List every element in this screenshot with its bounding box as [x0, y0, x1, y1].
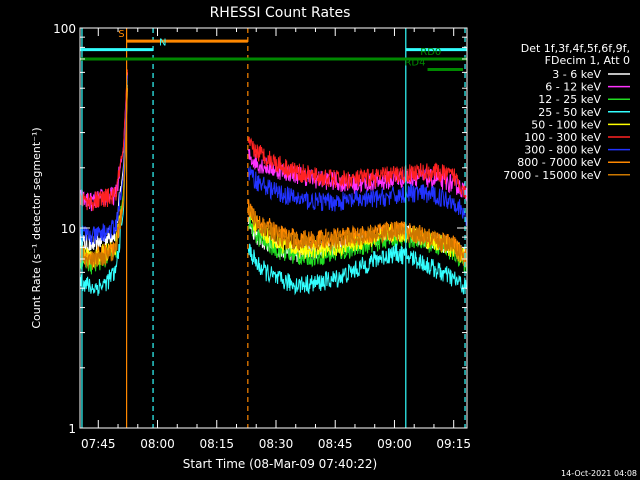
- state-bar-label-rd0: RD0: [420, 47, 441, 58]
- legend-header-line: FDecim 1, Att 0: [545, 54, 630, 67]
- y-axis: 1 10 100: [53, 22, 467, 436]
- series-line-100-300-kev-part1: [79, 69, 128, 212]
- x-tick-label: 09:00: [377, 437, 412, 451]
- state-bar-label-rd4: RD4: [404, 58, 425, 69]
- series-line-25-50-kev-part1: [79, 88, 128, 296]
- x-tick-label: 08:30: [259, 437, 294, 451]
- legend-label: 300 - 800 keV: [524, 144, 601, 157]
- series-line-7000-15000-kev-part2: [247, 206, 468, 268]
- series-line-100-300-kev-part2: [247, 136, 468, 199]
- series-line-50-100-kev-part2: [247, 206, 468, 266]
- legend-header-line: Det 1f,3f,4f,5f,6f,9f,: [521, 42, 630, 55]
- state-bar-label-n: N: [159, 38, 166, 49]
- legend-label: 3 - 6 keV: [552, 68, 601, 81]
- series-line-300-800-kev-part1: [79, 75, 128, 245]
- x-tick-label: 09:15: [436, 437, 471, 451]
- y-tick-label: 10: [61, 222, 76, 236]
- legend-label: 25 - 50 keV: [538, 106, 601, 119]
- x-axis: 07:45 08:00 08:15 08:30 08:45 09:00 09:15: [81, 28, 471, 451]
- timestamp: 14-Oct-2021 04:08: [561, 469, 637, 478]
- x-tick-label: 08:00: [140, 437, 175, 451]
- legend-label: 100 - 300 keV: [524, 131, 601, 144]
- legend-label: 7000 - 15000 keV: [503, 169, 601, 182]
- x-tick-label: 07:45: [81, 437, 116, 451]
- legend-label: 6 - 12 keV: [545, 81, 601, 94]
- legend-label: 50 - 100 keV: [531, 118, 601, 131]
- y-tick-label: 1: [68, 422, 76, 436]
- state-bar-label-s: S: [118, 29, 124, 40]
- legend: Det 1f,3f,4f,5f,6f,9f,FDecim 1, Att 03 -…: [503, 42, 630, 182]
- x-tick-label: 08:45: [318, 437, 353, 451]
- x-axis-label: Start Time (08-Mar-09 07:40:22): [183, 457, 377, 471]
- legend-label: 12 - 25 keV: [538, 93, 601, 106]
- series-line-7000-15000-kev-part1: [79, 91, 128, 270]
- y-axis-label: Count Rate (s⁻¹ detector segment⁻¹): [30, 127, 43, 328]
- chart-title: RHESSI Count Rates: [210, 5, 351, 21]
- legend-label: 800 - 7000 keV: [517, 156, 601, 169]
- series-line-300-800-kev-part2: [247, 166, 468, 226]
- series-line-25-50-kev-part2: [247, 243, 468, 296]
- x-tick-label: 08:15: [199, 437, 234, 451]
- series-line-6-12-kev-part2: [247, 148, 468, 202]
- y-tick-label: 100: [53, 22, 76, 36]
